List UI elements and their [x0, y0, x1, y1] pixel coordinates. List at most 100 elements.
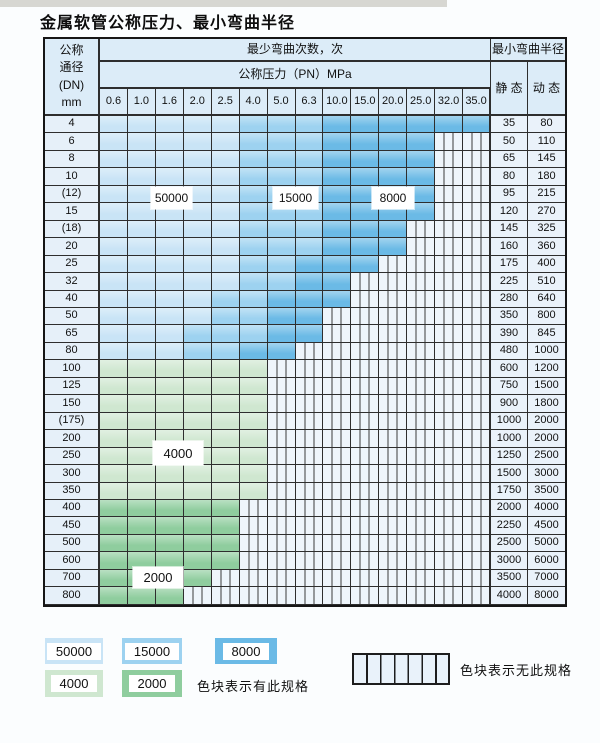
header-pressure-32.0: 32.0	[435, 89, 464, 116]
bend-cell-unavailable	[295, 412, 324, 431]
dynamic-radius-cell: 325	[528, 220, 565, 239]
legend-swatch-50000: 50000	[45, 638, 103, 664]
bend-cell-unavailable	[351, 552, 380, 570]
bend-cell-available	[351, 238, 380, 256]
bend-cell-available	[100, 395, 128, 413]
bend-cell-unavailable	[239, 569, 268, 588]
bend-cell-unavailable	[351, 307, 380, 326]
header-pressure-0.6: 0.6	[100, 89, 128, 116]
bend-cell-available	[127, 412, 156, 431]
bend-cell-available	[267, 273, 296, 291]
bend-cell-available	[211, 360, 240, 378]
bend-cell-available	[100, 587, 128, 605]
bend-cell-unavailable	[407, 447, 436, 466]
bend-cell-available	[323, 273, 352, 291]
bend-cell-available	[155, 273, 184, 291]
dynamic-radius-cell: 800	[528, 307, 565, 326]
bend-cell-available	[155, 430, 184, 448]
bend-cell-unavailable	[351, 430, 380, 448]
legend-swatch-label: 50000	[46, 642, 102, 660]
bend-cell-available	[155, 116, 184, 134]
bend-cell-unavailable	[323, 552, 352, 570]
bend-cell-unavailable	[323, 360, 352, 378]
bend-cell-unavailable	[463, 360, 491, 378]
bend-cell-available	[127, 465, 156, 483]
bend-cell-available	[407, 150, 436, 169]
bend-cell-available	[239, 185, 268, 204]
bend-cell-available	[127, 569, 156, 588]
dynamic-radius-cell: 6000	[528, 552, 565, 570]
header-pressure-35.0: 35.0	[463, 89, 491, 116]
bend-cell-available	[100, 325, 128, 343]
bend-cell-unavailable	[379, 307, 408, 326]
dn-cell: 32	[45, 273, 100, 291]
bend-cell-available	[239, 203, 268, 221]
bend-cell-available	[211, 220, 240, 239]
bend-cell-available	[183, 482, 212, 500]
bend-cell-available	[127, 342, 156, 361]
dynamic-radius-cell: 80	[528, 116, 565, 134]
bend-cell-available	[351, 133, 380, 151]
static-radius-cell: 80	[491, 168, 528, 186]
bend-cell-available	[100, 465, 128, 483]
bend-cell-unavailable	[435, 273, 464, 291]
bend-cell-unavailable	[323, 307, 352, 326]
dn-cell: 6	[45, 133, 100, 151]
bend-cell-unavailable	[407, 465, 436, 483]
bend-cell-available	[267, 325, 296, 343]
static-radius-cell: 600	[491, 360, 528, 378]
bend-cell-available	[323, 203, 352, 221]
bend-cell-available	[323, 168, 352, 186]
bend-cell-available	[239, 342, 268, 361]
bend-cell-available	[100, 569, 128, 588]
bend-cell-available	[239, 168, 268, 186]
bend-cell-unavailable	[295, 395, 324, 413]
dynamic-radius-cell: 7000	[528, 569, 565, 588]
bend-cell-available	[155, 360, 184, 378]
bend-cell-available	[211, 430, 240, 448]
header-pressure-2.5: 2.5	[211, 89, 240, 116]
bend-cell-available	[127, 360, 156, 378]
bend-cell-available	[183, 377, 212, 396]
bend-cell-unavailable	[267, 447, 296, 466]
bend-cell-unavailable	[407, 482, 436, 500]
bend-cell-available	[323, 185, 352, 204]
bend-cell-available	[183, 552, 212, 570]
bend-cell-unavailable	[295, 534, 324, 553]
bend-cell-unavailable	[323, 499, 352, 518]
bend-cell-available	[183, 185, 212, 204]
bend-cell-available	[183, 116, 212, 134]
bend-cell-unavailable	[463, 255, 491, 274]
bend-cell-available	[267, 116, 296, 134]
bend-cell-available	[155, 342, 184, 361]
bend-cell-available	[155, 168, 184, 186]
bend-cell-available	[239, 377, 268, 396]
bend-cell-available	[127, 517, 156, 535]
bend-cell-available	[100, 290, 128, 308]
bend-cell-unavailable	[435, 395, 464, 413]
bend-cell-unavailable	[435, 168, 464, 186]
dynamic-radius-cell: 845	[528, 325, 565, 343]
bend-cell-unavailable	[267, 395, 296, 413]
bend-cell-unavailable	[351, 395, 380, 413]
bend-cell-unavailable	[463, 569, 491, 588]
bend-cell-unavailable	[183, 587, 212, 605]
legend-note-unavailable: 色块表示无此规格	[460, 663, 573, 678]
bend-cell-unavailable	[379, 499, 408, 518]
bend-cell-available	[267, 238, 296, 256]
bend-cell-available	[183, 220, 212, 239]
bend-cell-unavailable	[351, 499, 380, 518]
page-top-strip	[0, 0, 447, 7]
bend-cell-available	[155, 133, 184, 151]
dn-cell: 400	[45, 499, 100, 518]
dynamic-radius-cell: 215	[528, 185, 565, 204]
bend-cell-unavailable	[463, 342, 491, 361]
bend-cell-unavailable	[435, 552, 464, 570]
bend-cell-available	[127, 133, 156, 151]
bend-cell-unavailable	[407, 377, 436, 396]
bend-cell-available	[239, 238, 268, 256]
static-radius-cell: 1000	[491, 412, 528, 431]
bend-cell-available	[351, 220, 380, 239]
bend-cell-available	[127, 307, 156, 326]
bend-cell-available	[211, 482, 240, 500]
